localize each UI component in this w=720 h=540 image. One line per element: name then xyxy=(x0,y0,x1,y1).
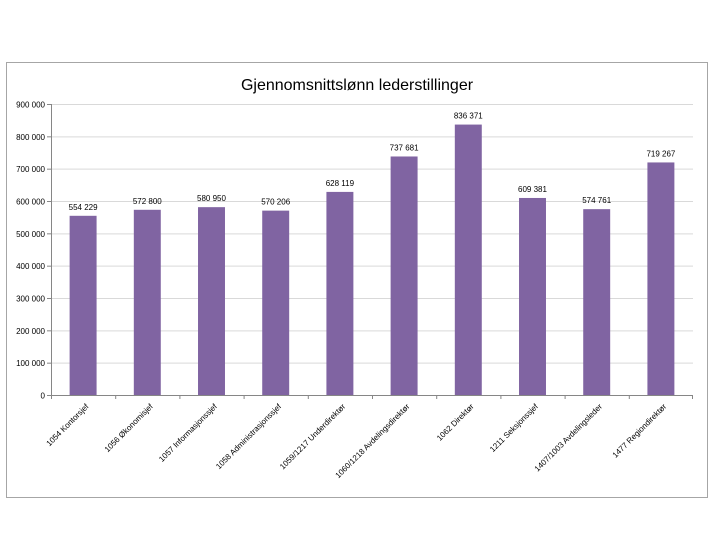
bar xyxy=(326,191,354,395)
chart-svg: Gjennomsnittslønn lederstillinger 0 100 0… xyxy=(16,77,693,481)
bars xyxy=(69,124,675,396)
bar xyxy=(647,162,675,395)
x-tick-label: 1062 Direktør xyxy=(435,402,476,443)
y-tick-label: 900 000 xyxy=(16,101,45,110)
data-label: 737 681 xyxy=(390,143,419,152)
data-label: 572 800 xyxy=(133,197,162,206)
data-label: 609 381 xyxy=(518,185,547,194)
chart-title: Gjennomsnittslønn lederstillinger xyxy=(241,77,474,94)
data-label: 580 950 xyxy=(197,194,226,203)
axes xyxy=(47,104,693,399)
x-tick-label: 1056 Økonomisjef xyxy=(103,402,156,455)
x-tick-label: 1057 Informasjonssjef xyxy=(157,402,219,464)
bar xyxy=(390,156,418,395)
x-tick-label: 1060/1218 Avdelingsdirektør xyxy=(334,402,412,480)
data-labels: 554 229 572 800 580 950 570 206 628 119 737 6… xyxy=(69,112,676,212)
bar xyxy=(69,215,97,395)
y-tick-label: 400 000 xyxy=(16,262,45,271)
bar xyxy=(133,209,161,395)
y-tick-label: 500 000 xyxy=(16,230,45,239)
x-tick-labels: 1054 Kontorsjef 1056 Økonomisjef 1057 Info… xyxy=(45,402,669,481)
bar xyxy=(198,207,225,395)
bar xyxy=(583,209,611,395)
y-tick-label: 600 000 xyxy=(16,198,45,207)
bar xyxy=(519,197,546,395)
data-label: 628 119 xyxy=(326,179,355,188)
x-tick-label: 1059/1217 Underdirektør xyxy=(278,402,347,471)
y-tick-label: 700 000 xyxy=(16,165,45,174)
y-tick-label: 100 000 xyxy=(16,359,45,368)
y-tick-label: 200 000 xyxy=(16,327,45,336)
data-label: 570 206 xyxy=(261,198,290,207)
x-tick-label: 1054 Kontorsjef xyxy=(45,402,92,449)
x-tick-label: 1058 Administrasjonssjef xyxy=(214,402,283,471)
chart-frame: Gjennomsnittslønn lederstillinger 0 100 0… xyxy=(6,62,708,498)
x-tick-label: 1407/1003 Avdelingsleder xyxy=(533,402,605,474)
x-tick-label: 1477 Regiondirektør xyxy=(611,402,669,460)
y-tick-labels: 0 100 000 200 000 300 000 400 000 500 000 600 … xyxy=(16,101,45,401)
data-label: 554 229 xyxy=(69,203,98,212)
data-label: 574 761 xyxy=(582,196,611,205)
y-tick-label: 800 000 xyxy=(16,133,45,142)
data-label: 719 267 xyxy=(646,149,675,158)
bar xyxy=(454,124,482,396)
data-label: 836 371 xyxy=(454,112,483,121)
x-tick-label: 1211 Seksjonssjef xyxy=(488,402,540,454)
y-tick-label: 300 000 xyxy=(16,295,45,304)
bar xyxy=(262,210,290,395)
y-tick-label: 0 xyxy=(41,392,46,401)
